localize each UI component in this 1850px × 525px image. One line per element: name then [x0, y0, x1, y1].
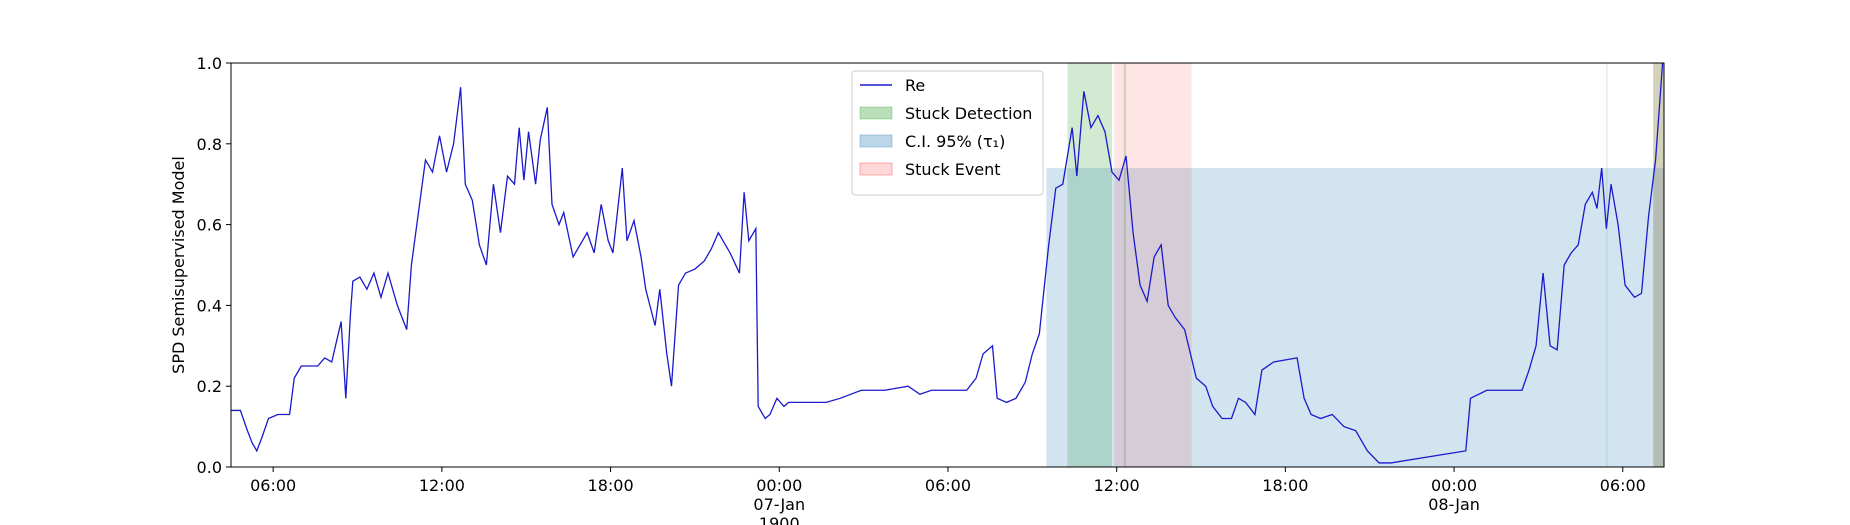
x-tick-label: 06:00	[1600, 476, 1646, 495]
legend-box	[851, 70, 1044, 196]
x-tick-label: 00:00 07-Jan 1900	[753, 476, 805, 525]
span	[1653, 63, 1664, 467]
x-tick-label: 06:00	[925, 476, 971, 495]
x-tick-label: 18:00	[1262, 476, 1308, 495]
y-axis-label: SPD Semisupervised Model	[169, 156, 188, 374]
legend: Re Stuck Detection C.I. 95% (τ₁) Stuck Even…	[851, 70, 1044, 196]
y-tick-label: 0.2	[197, 377, 222, 396]
y-tick-label: 0.6	[197, 216, 222, 235]
x-tick-label: 06:00	[250, 476, 296, 495]
line	[231, 62, 1664, 464]
axes-frame	[230, 62, 1665, 468]
legend-label: Stuck Event	[905, 160, 1001, 179]
x-tick-label: 12:00	[419, 476, 465, 495]
legend-label: Stuck Detection	[905, 104, 1032, 123]
span	[1653, 63, 1664, 467]
y-tick-label: 1.0	[197, 54, 222, 73]
x-tick-label: 12:00	[1094, 476, 1140, 495]
y-tick-label: 0.8	[197, 135, 222, 154]
span	[1046, 168, 1664, 468]
x-tick-label: 00:00 08-Jan	[1428, 476, 1480, 514]
span	[1123, 63, 1127, 467]
legend-swatch	[859, 162, 893, 176]
legend-label: Re	[905, 76, 925, 95]
x-tick-label: 18:00	[588, 476, 634, 495]
span	[1606, 63, 1608, 467]
y-tick-label: 0.0	[197, 458, 222, 477]
y-tick-label: 0.4	[197, 296, 222, 315]
legend-swatch	[859, 106, 893, 120]
legend-label: C.I. 95% (τ₁)	[905, 132, 1005, 151]
legend-swatch	[859, 134, 893, 148]
